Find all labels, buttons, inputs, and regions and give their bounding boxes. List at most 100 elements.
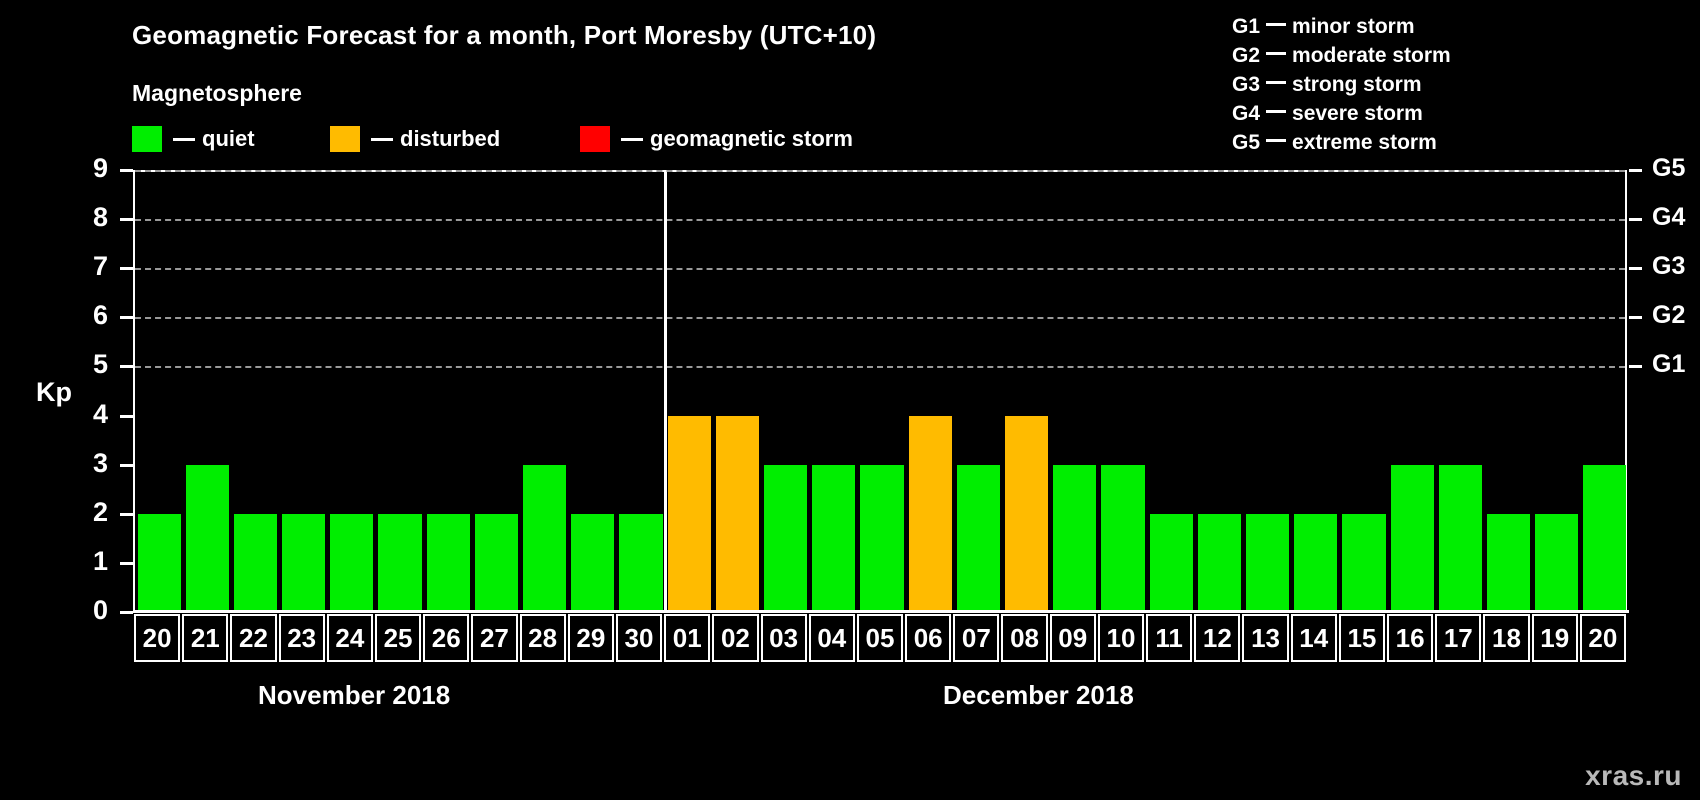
gridline-kp-7 (135, 268, 1625, 271)
bar-november-20[interactable] (137, 513, 181, 612)
bar-december-08[interactable] (1004, 415, 1049, 612)
storm-legend-text: geomagnetic storm (650, 126, 853, 151)
storm-scale-g1: G1 minor storm (1232, 12, 1451, 41)
bar-december-03[interactable] (764, 464, 808, 612)
g-label-g3: G3 (1652, 252, 1686, 281)
day-label-december-16: 16 (1387, 614, 1434, 662)
y-tick-0 (120, 611, 133, 614)
storm-code-g2: G2 (1232, 44, 1261, 67)
disturbed-legend-text: disturbed (400, 126, 501, 151)
bar-december-19[interactable] (1535, 513, 1579, 612)
storm-desc-g5: extreme storm (1292, 131, 1437, 154)
bar-november-26[interactable] (426, 513, 470, 612)
day-label-december-13: 13 (1242, 614, 1289, 662)
day-label-december-14: 14 (1290, 614, 1337, 662)
day-label-december-18: 18 (1483, 614, 1530, 662)
storm-code-g5: G5 (1232, 131, 1261, 154)
storm-scale-key: G1 minor storm G2 moderate storm G3 strong st… (1232, 12, 1451, 157)
legend-dash-icon (621, 137, 643, 141)
y-tick-3 (120, 463, 133, 467)
bar-december-04[interactable] (812, 464, 856, 612)
g-label-g2: G2 (1652, 301, 1686, 330)
y-tick-label-6: 6 (92, 300, 108, 331)
bar-november-23[interactable] (282, 513, 326, 612)
day-label-december-01: 01 (664, 614, 711, 662)
storm-desc-g1: minor storm (1292, 15, 1415, 38)
storm-code-g3: G3 (1232, 73, 1261, 96)
day-label-december-05: 05 (856, 614, 904, 662)
day-label-november-22: 22 (230, 614, 277, 662)
gridline-kp-6 (135, 317, 1625, 320)
g-label-g4: G4 (1652, 203, 1686, 232)
y-tick-2 (120, 512, 133, 516)
bar-december-16[interactable] (1390, 464, 1434, 612)
day-label-december-10: 10 (1097, 614, 1145, 662)
y-tick-label-8: 8 (92, 202, 108, 233)
bar-december-11[interactable] (1149, 513, 1193, 612)
quiet-legend-text: quiet (202, 126, 255, 151)
bar-december-05[interactable] (860, 464, 904, 612)
day-label-december-06: 06 (905, 614, 952, 662)
day-label-december-07: 07 (953, 614, 1000, 662)
bar-december-15[interactable] (1342, 513, 1386, 612)
y-tick-label-0: 0 (92, 595, 108, 625)
gkey-dash-icon (1266, 23, 1287, 27)
gkey-dash-icon (1266, 52, 1287, 56)
bar-november-30[interactable] (619, 513, 663, 612)
bar-december-07[interactable] (956, 464, 1000, 612)
bar-november-24[interactable] (330, 513, 374, 612)
storm-legend-swatch (580, 126, 610, 152)
bar-november-21[interactable] (185, 464, 229, 612)
bar-december-02[interactable] (715, 415, 759, 612)
g-label-g5: G5 (1652, 154, 1686, 182)
gkey-dash-icon (1266, 110, 1287, 114)
bar-november-25[interactable] (378, 513, 422, 612)
y-tick-5 (120, 365, 133, 369)
bar-december-12[interactable] (1197, 513, 1241, 612)
bar-december-13[interactable] (1245, 513, 1290, 612)
bar-series (135, 172, 1627, 612)
bar-december-17[interactable] (1438, 464, 1482, 612)
day-label-december-11: 11 (1146, 614, 1193, 662)
gridline-kp-9 (135, 170, 1625, 172)
quiet-legend-swatch (132, 126, 162, 152)
storm-scale-g3: G3 strong storm (1232, 70, 1451, 99)
y-tick-label-7: 7 (92, 251, 108, 282)
g-tick-g5 (1629, 169, 1642, 172)
day-label-december-02: 02 (712, 614, 759, 662)
g-tick-g2 (1629, 316, 1642, 320)
day-label-november-25: 25 (374, 614, 422, 662)
storm-desc-g4: severe storm (1292, 102, 1423, 125)
bar-december-18[interactable] (1486, 513, 1531, 612)
bar-november-27[interactable] (474, 513, 519, 612)
month-divider (663, 172, 667, 612)
storm-desc-g2: moderate storm (1292, 44, 1451, 67)
day-label-november-30: 30 (615, 614, 663, 662)
bar-december-06[interactable] (908, 415, 952, 612)
bar-november-28[interactable] (523, 464, 567, 612)
disturbed-legend: disturbed (330, 126, 500, 152)
day-label-november-24: 24 (326, 614, 373, 662)
g-tick-g4 (1629, 218, 1642, 222)
bar-december-14[interactable] (1294, 513, 1338, 612)
day-label-december-09: 09 (1049, 614, 1096, 662)
bar-november-22[interactable] (233, 513, 278, 612)
bar-december-09[interactable] (1053, 464, 1097, 612)
gkey-dash-icon (1266, 139, 1287, 143)
day-label-december-19: 19 (1531, 614, 1578, 662)
day-label-december-15: 15 (1338, 614, 1386, 662)
y-tick-6 (120, 316, 133, 320)
bar-november-29[interactable] (571, 513, 615, 612)
storm-scale-g2: G2 moderate storm (1232, 41, 1451, 70)
bar-december-20[interactable] (1583, 464, 1627, 612)
gridline-kp-8 (135, 219, 1625, 222)
day-label-december-03: 03 (760, 614, 807, 662)
day-label-november-27: 27 (471, 614, 518, 662)
day-label-december-20: 20 (1579, 614, 1626, 662)
y-tick-label-5: 5 (92, 349, 108, 380)
bar-december-10[interactable] (1101, 464, 1145, 612)
bar-december-01[interactable] (667, 415, 711, 612)
watermark: xras.ru (1585, 760, 1682, 791)
y-tick-label-4: 4 (92, 398, 108, 429)
